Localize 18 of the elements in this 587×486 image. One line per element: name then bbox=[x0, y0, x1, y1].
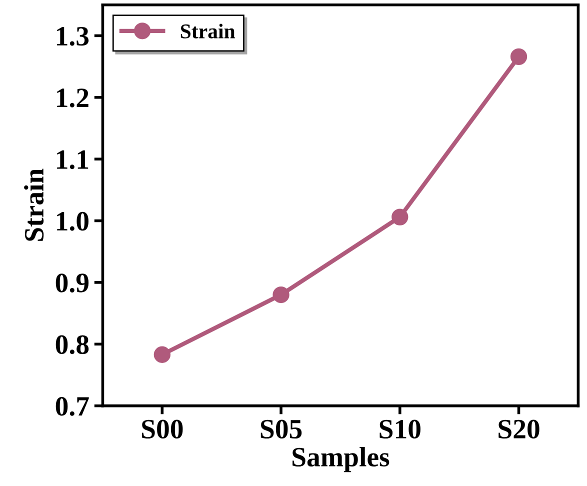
x-tick-label: S05 bbox=[260, 420, 302, 439]
y-tick-label: 0.9 bbox=[56, 274, 89, 292]
point bbox=[510, 48, 528, 66]
y-tick-label: 1.1 bbox=[57, 150, 88, 170]
x-tick-label: S00 bbox=[142, 420, 183, 439]
y-tick-label: 1.2 bbox=[57, 88, 88, 108]
y-tick-label: 1.0 bbox=[57, 212, 88, 231]
y-tick-label: 0.8 bbox=[56, 335, 89, 354]
point bbox=[154, 346, 170, 363]
point bbox=[392, 208, 408, 226]
x-tick-label: S10 bbox=[380, 420, 420, 439]
y-tick-label: 1.3 bbox=[57, 26, 89, 46]
y-axis-title: Strain bbox=[24, 168, 44, 241]
y-tick-label: 0.7 bbox=[56, 396, 89, 416]
x-axis-title: Samples bbox=[292, 446, 390, 472]
point bbox=[272, 286, 290, 304]
legend-label: Strain bbox=[180, 24, 236, 38]
x-tick-label: S20 bbox=[498, 420, 540, 439]
